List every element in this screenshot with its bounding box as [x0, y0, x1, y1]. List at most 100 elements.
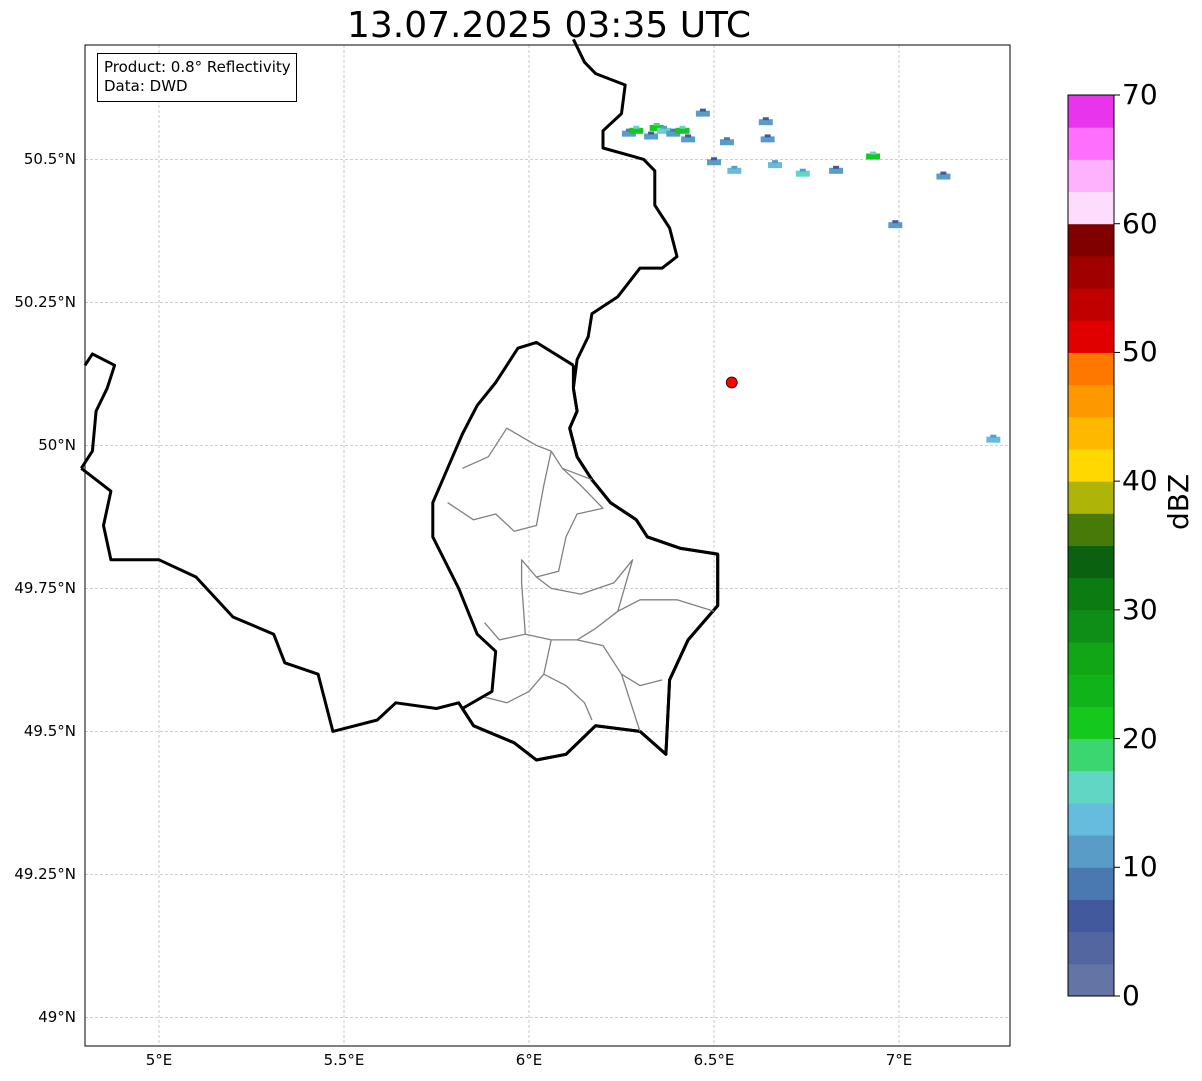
lon-tick-label: 7°E: [885, 1051, 913, 1069]
lon-tick-label: 5.5°E: [323, 1051, 365, 1069]
echo-cell-fringe: [731, 165, 738, 169]
echo-cell-fringe: [772, 160, 779, 164]
echo-cell: [707, 159, 721, 166]
colorbar-tick-label: 40: [1122, 464, 1158, 498]
colorbar-segment: [1068, 352, 1114, 386]
lat-tick-label: 50.25°N: [14, 293, 76, 312]
echo-cell-fringe: [685, 134, 692, 138]
canton-border-8: [484, 639, 552, 704]
colorbar-segment: [1068, 513, 1114, 546]
echo-cell: [695, 110, 710, 117]
echo-cell: [829, 167, 844, 174]
echo-cell: [795, 170, 810, 177]
colorbar-tick-label: 20: [1122, 721, 1158, 755]
echo-cell-fringe: [723, 137, 730, 141]
lat-tick-label: 50°N: [38, 436, 76, 455]
colorbar-segment: [1068, 416, 1114, 450]
echo-cell-fringe: [870, 151, 877, 155]
graticule-grid: [85, 45, 1010, 1046]
data-source-label: Data: DWD: [104, 77, 188, 95]
echo-cell-fringe: [661, 125, 668, 129]
country-border-0: [80, 38, 720, 762]
lat-tick-label: 49.75°N: [14, 579, 76, 598]
echo-cell-fringe: [892, 220, 899, 224]
colorbar-tick-label: 50: [1122, 335, 1158, 369]
colorbar-segment: [1068, 802, 1114, 836]
echo-cell: [768, 162, 783, 169]
echo-cell: [666, 130, 681, 137]
canton-borders: [447, 427, 715, 732]
echo-cell-fringe: [762, 117, 769, 121]
colorbar-segment: [1068, 899, 1114, 933]
canton-border-9: [543, 673, 593, 721]
canton-border-0: [462, 427, 552, 469]
echo-cell: [629, 127, 644, 134]
echo-cell-fringe: [990, 434, 997, 438]
colorbar-segment: [1068, 867, 1114, 900]
map-title: 13.07.2025 03:35 UTC: [346, 5, 752, 46]
echo-cell: [675, 127, 690, 134]
canton-border-3: [562, 467, 593, 481]
colorbar-segment: [1068, 674, 1114, 707]
echo-cell: [758, 119, 773, 126]
lon-tick-label: 6.5°E: [693, 1051, 735, 1069]
echo-cell-fringe: [653, 122, 660, 126]
echo-cell: [727, 167, 742, 174]
colorbar-segment: [1068, 255, 1114, 289]
lon-tick-label: 6°E: [515, 1051, 543, 1069]
echo-cell: [644, 133, 659, 140]
echo-cell-fringe: [648, 131, 655, 135]
lon-tick-label: 5°E: [145, 1051, 173, 1069]
colorbar-segment: [1068, 320, 1114, 353]
colorbar-segment: [1068, 481, 1114, 514]
reflectivity-echoes: [621, 108, 1001, 443]
colorbar-tick-label: 60: [1122, 206, 1158, 240]
country-borders: [80, 38, 720, 762]
colorbar-tick-label: 30: [1122, 592, 1158, 626]
colorbar-segment: [1068, 577, 1114, 611]
echo-cell-fringe: [833, 165, 840, 169]
lat-tick-label: 49.5°N: [23, 722, 76, 741]
colorbar-segment: [1068, 609, 1114, 643]
colorbar-outline: [1067, 94, 1115, 997]
radar-site-dot: [725, 376, 738, 389]
colorbar-segment: [1068, 95, 1114, 128]
canton-border-5: [484, 582, 526, 641]
colorbar-segment: [1068, 159, 1114, 193]
echo-cell: [649, 124, 664, 131]
echo-cell: [657, 127, 672, 134]
colorbar-segment: [1068, 931, 1114, 965]
colorbar-segment: [1068, 706, 1114, 740]
echo-cell: [986, 436, 1001, 443]
echo-cell-fringe: [625, 128, 632, 132]
canton-border-1: [447, 450, 552, 532]
colorbar-segment: [1068, 545, 1114, 579]
echo-cell: [621, 130, 636, 137]
colorbar-segment: [1068, 384, 1114, 418]
echo-cell-fringe: [799, 168, 806, 172]
echo-cell: [719, 139, 734, 146]
colorbar-segment: [1068, 191, 1114, 225]
colorbar-segment: [1068, 835, 1114, 868]
colorbar-tick-label: 0: [1122, 979, 1140, 1012]
canton-border-7: [576, 639, 663, 687]
colorbar-tick-label: 70: [1122, 78, 1158, 111]
colorbar-segment: [1068, 963, 1114, 997]
colorbar-segment: [1068, 223, 1114, 257]
echo-cell-fringe: [711, 157, 717, 161]
echo-cell-fringe: [764, 134, 771, 138]
lat-tick-label: 49.25°N: [14, 865, 76, 884]
echo-cell: [888, 222, 903, 229]
colorbar-segment: [1068, 770, 1114, 804]
colorbar-segment: [1068, 127, 1114, 160]
colorbar-unit-label: dBZ: [1162, 473, 1195, 530]
radar-site-marker: [725, 376, 738, 389]
canton-border-10: [620, 674, 641, 732]
colorbar-segment: [1068, 448, 1114, 482]
echo-cell: [681, 136, 696, 143]
map-frame: [84, 44, 1011, 1047]
canton-border-4: [536, 559, 634, 612]
colorbar-segment: [1068, 738, 1114, 772]
lat-tick-label: 50.5°N: [23, 150, 76, 169]
